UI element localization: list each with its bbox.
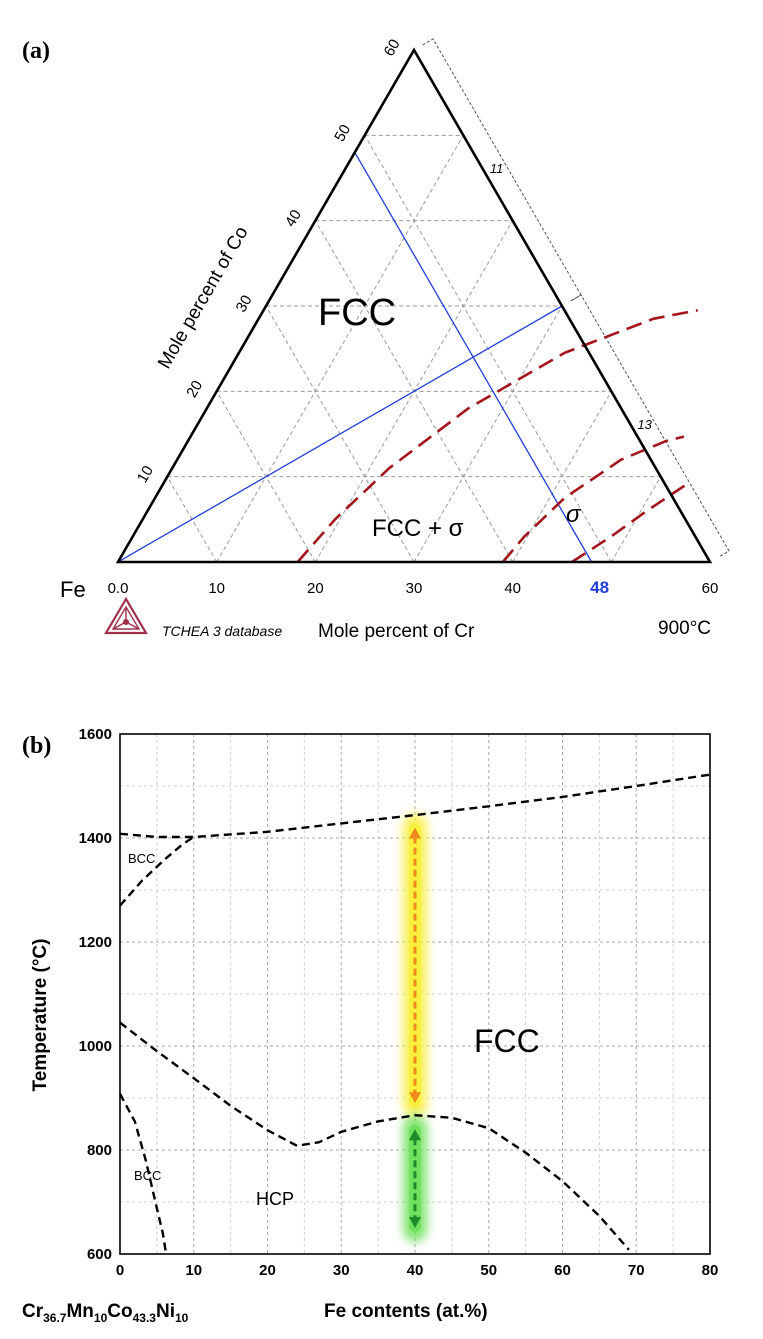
co-tick-label: 40 [282,207,305,230]
boundary-line [119,835,195,907]
bracket-annotations: 11 13 [422,38,730,558]
region-label-fcc-sigma: FCC + σ [372,515,464,542]
y-tick-label: 1200 [79,934,112,951]
database-label: TCHEA 3 database [162,623,282,639]
boundary-line [119,1021,630,1251]
y-tick-labels: 600 800 1000 1200 1400 1600 [79,726,112,1263]
cr-tick-label: 20 [307,580,324,597]
phase-boundary-series [118,773,711,1252]
cr-tick-label: 30 [406,580,423,597]
bracket [422,38,582,302]
x-tick-label: 70 [628,1262,645,1279]
x-tick-label: 20 [259,1262,276,1279]
region-label-fcc: FCC [474,1023,540,1059]
y-tick-label: 600 [87,1246,112,1263]
arrow-head-up [409,827,421,839]
co-tick-label: 10 [134,463,157,486]
co-tick-label: 20 [183,378,206,401]
cr-tick-label: 40 [504,580,521,597]
arrow-head-down [409,1217,421,1228]
bracket-label: 11 [490,161,504,176]
cr-axis-label: Mole percent of Cr [318,621,475,642]
x-tick-label: 30 [333,1262,350,1279]
x-tick-label: 40 [407,1262,424,1279]
bracket-label: 13 [637,417,652,432]
x-tick-label: 80 [702,1262,719,1279]
arrow-head-down [409,1092,421,1104]
cr-tick-label: 60 [702,580,719,597]
boundary-line [118,1093,167,1252]
fe-corner-label: Fe [60,577,86,602]
co-tick-label: 50 [331,122,354,145]
panel-label-b: (b) [22,733,51,759]
blue-guide-lines [117,152,593,563]
range-arrows [403,813,427,1242]
plot-frame [119,733,711,1255]
ternary-frame [115,47,713,564]
cr-highlight-tick-label: 48 [590,578,609,597]
bracket [570,294,730,558]
y-axis-label: Temperature (°C) [30,939,51,1092]
phase-diagram-line-chart: (b) 0 10 20 30 40 50 60 70 80 600 800 1000 1200 1400… [22,726,718,1325]
phase-boundaries [296,309,698,564]
x-tick-label: 50 [480,1262,497,1279]
composition-label: Cr36.7Mn10Co43.3Ni10 [22,1301,189,1325]
cr-tick-label: 10 [208,580,225,597]
blue-guide-line [354,152,593,563]
x-tick-label: 10 [185,1262,202,1279]
x-axis-label: Fe contents (at.%) [324,1301,488,1322]
panel-label-a: (a) [22,38,50,64]
co-tick-label: 60 [381,36,404,59]
x-tick-labels: 0 10 20 30 40 50 60 70 80 [116,1262,719,1279]
x-tick-label: 60 [554,1262,571,1279]
arrow-glow-core [409,823,421,1108]
region-label-bcc-lower: BCC [134,1168,161,1183]
co-tick-labels: 10 20 30 40 50 60 [134,36,404,486]
cr-tick-labels: 0.0 10 20 30 40 60 48 [108,578,719,597]
y-tick-label: 1400 [79,830,112,847]
arrow-head-up [409,1129,421,1141]
co-tick-label: 30 [233,292,256,315]
ternary-diagram: (a) 11 13 0.0 10 20 30 40 60 48 10 20 30 40 50 60 Fe… [22,36,730,642]
y-tick-label: 1000 [79,1038,112,1055]
region-label-sigma: σ [566,501,582,528]
region-label-hcp: HCP [256,1189,294,1209]
phase-boundary [296,309,698,563]
y-tick-label: 1600 [79,726,112,743]
tc-logo-icon [104,596,148,635]
blue-guide-line [117,305,563,563]
temperature-label: 900°C [658,618,711,639]
arrow-glow-core [409,1125,421,1232]
cr-tick-label: 0.0 [108,580,129,597]
y-tick-label: 800 [87,1142,112,1159]
phase-boundary [501,435,685,563]
ternary-gridline [413,305,563,563]
region-label-fcc: FCC [318,292,396,334]
region-label-bcc-upper: BCC [128,851,155,866]
x-tick-label: 0 [116,1262,124,1279]
boundary-line [119,773,711,839]
ternary-gridline [216,135,464,563]
